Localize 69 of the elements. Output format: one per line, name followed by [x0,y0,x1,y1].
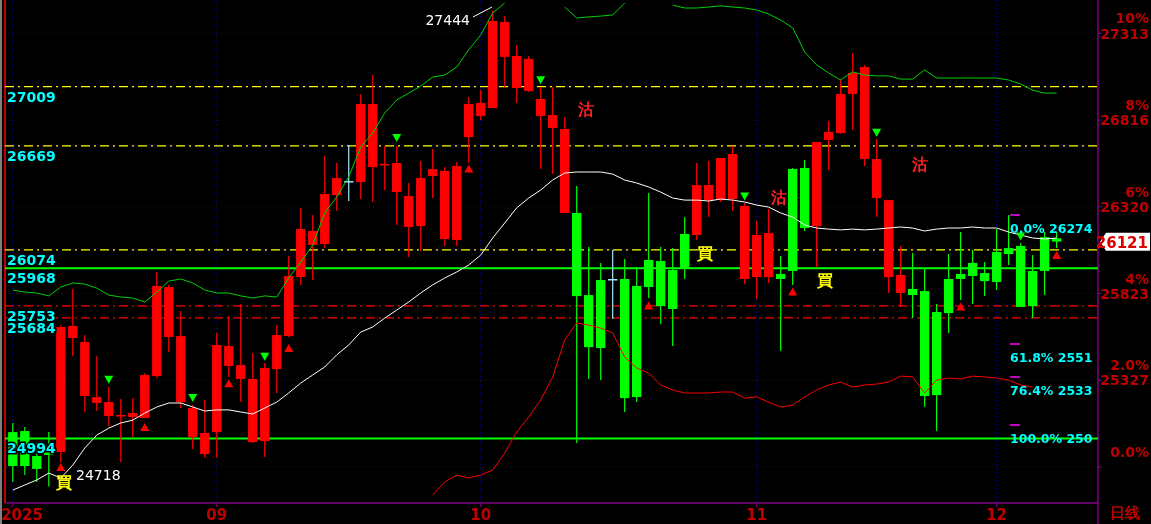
candlestick [979,261,990,297]
point [392,133,402,142]
annotation: 沽 [771,188,787,207]
annotation: 0.0% 26274 [1009,214,1093,236]
annotation: 買 [697,244,713,263]
y-tick-label: 26816 [1100,112,1149,129]
annotation: 買 [817,271,833,290]
y2-tick-label: 8% [1125,97,1149,114]
point [140,423,150,432]
point [284,343,294,352]
y2-tick-label: 0.0% [1110,444,1149,461]
x-tick-label: 2025 [1,506,43,524]
annotation: 61.8% 2551 [1009,343,1093,365]
y2-tick-label: 4% [1125,270,1149,287]
annotation: 76.4% 2533 [1009,376,1093,398]
annotation: 日线 [1110,504,1140,522]
candlestick [703,160,714,218]
candlestick [92,355,102,412]
annotation: 27444 [425,12,471,28]
candlestick [548,86,558,175]
y2-tick-label: 6% [1125,183,1149,200]
point [644,301,654,310]
candlestick [907,252,918,319]
candlestick [68,288,78,357]
x-tick-label: 09 [206,506,228,524]
annotation: 61.8% 2551 [1010,350,1093,365]
candlestick [128,397,138,438]
point [872,128,882,137]
candlestick [236,303,246,403]
candlestick [224,315,234,378]
x-tick-label: 11 [746,506,768,524]
candlestick [200,399,210,459]
annotation: 27444 [425,6,493,28]
annotation: 沽 [578,100,594,119]
y2-tick-label: 2.0% [1110,357,1149,374]
x-tick-label: 12 [986,506,1008,524]
y2-tick-label: 10% [1115,10,1149,27]
candlestick [955,231,966,301]
x-tick-label: 10 [470,506,492,524]
point [536,76,546,85]
point [104,375,114,384]
annotation: 24718 [76,467,121,483]
point [188,394,198,403]
annotation: 0.0% 26274 [1010,221,1093,236]
candlestick [104,386,114,427]
point [56,463,66,472]
candlestick [823,120,834,171]
point [224,379,234,388]
y-tick-label: 25823 [1100,285,1149,302]
point [740,192,750,201]
candlestick [476,89,486,121]
point [1052,250,1062,259]
candlestick [332,162,342,212]
candlestick [775,255,786,352]
candlestick [967,249,978,305]
candlestick [536,86,546,170]
y-tick-label: 26320 [1100,198,1150,215]
y-tick-label: 25327 [1100,372,1149,389]
annotation: 買 [56,473,72,492]
point [788,287,798,296]
candlestick [116,398,126,463]
y-tick-label: 27313 [1100,25,1149,42]
annotation: 沽 [912,155,928,174]
candlestick [344,144,354,202]
candlestick [847,52,858,131]
candlestick [428,148,438,199]
annotation: 76.4% 2533 [1010,383,1093,398]
candlestick [895,245,906,308]
point [260,352,270,361]
